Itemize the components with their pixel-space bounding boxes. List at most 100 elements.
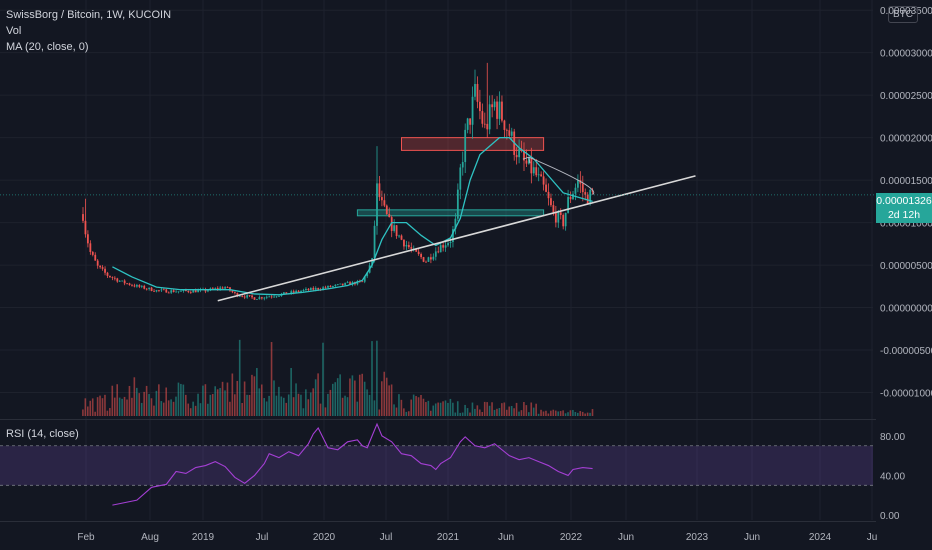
candle-body bbox=[403, 239, 405, 247]
candle bbox=[486, 62, 489, 138]
ma-legend[interactable]: MA (20, close, 0) bbox=[6, 41, 89, 53]
candle-body bbox=[559, 212, 562, 215]
volume-bar bbox=[444, 400, 447, 416]
candle bbox=[503, 119, 506, 138]
rsi-band-fill bbox=[0, 445, 873, 486]
candle bbox=[376, 146, 378, 235]
candle-body bbox=[398, 235, 400, 237]
candle-body bbox=[329, 285, 332, 287]
candle bbox=[501, 95, 503, 123]
candle-body bbox=[170, 290, 173, 293]
volume-bar bbox=[238, 339, 241, 416]
volume-bar bbox=[290, 367, 292, 416]
candle-body bbox=[464, 129, 467, 163]
volume-bar bbox=[390, 384, 393, 416]
candle-body bbox=[256, 299, 258, 300]
candle bbox=[84, 198, 87, 238]
candle bbox=[483, 112, 486, 129]
volume-legend[interactable]: Vol bbox=[6, 25, 22, 37]
candle-body bbox=[493, 101, 496, 108]
candle bbox=[278, 295, 280, 297]
volume-bar bbox=[87, 406, 89, 416]
candle bbox=[101, 265, 104, 271]
candle bbox=[143, 284, 146, 290]
volume-bar bbox=[221, 381, 224, 416]
candle-body bbox=[155, 290, 158, 292]
candle bbox=[449, 237, 452, 248]
candle bbox=[464, 123, 467, 174]
candle bbox=[405, 240, 408, 251]
volume-bar bbox=[136, 387, 138, 416]
candle bbox=[275, 296, 278, 298]
candle bbox=[554, 205, 557, 228]
candle-body bbox=[229, 287, 231, 291]
candle bbox=[562, 213, 565, 230]
volume-bar bbox=[219, 388, 221, 416]
volume-bar bbox=[314, 379, 317, 416]
candle-body bbox=[562, 214, 565, 227]
candle bbox=[434, 247, 437, 261]
candle-body bbox=[197, 290, 200, 293]
candle bbox=[145, 288, 148, 291]
volume-bar bbox=[89, 400, 92, 416]
candle-body bbox=[486, 123, 489, 130]
candle-body bbox=[501, 101, 503, 121]
candle bbox=[581, 175, 584, 202]
candle bbox=[226, 286, 229, 288]
candle-body bbox=[145, 288, 148, 290]
candle-body bbox=[187, 291, 190, 293]
volume-bar bbox=[123, 396, 126, 416]
volume-bar bbox=[366, 389, 368, 416]
volume-bar bbox=[332, 383, 334, 416]
currency-badge[interactable]: BTC bbox=[888, 6, 918, 23]
volume-bar bbox=[300, 394, 302, 416]
volume-bar bbox=[552, 409, 555, 416]
volume-bar bbox=[180, 383, 182, 416]
volume-bar bbox=[287, 394, 290, 416]
volume-bar bbox=[449, 398, 452, 416]
chart-title[interactable]: SwissBorg / Bitcoin, 1W, KUCOIN bbox=[6, 9, 172, 21]
candle-body bbox=[111, 277, 114, 278]
candle-body bbox=[270, 296, 273, 298]
candle-body bbox=[339, 283, 342, 285]
volume-bar bbox=[204, 384, 207, 416]
candle-body bbox=[104, 268, 106, 273]
last-price-value: 0.00001326 bbox=[876, 195, 932, 207]
candle bbox=[246, 293, 249, 299]
candle-body bbox=[96, 260, 99, 266]
volume-bar bbox=[118, 397, 121, 416]
volume-bar bbox=[393, 404, 395, 416]
volume-bar bbox=[427, 400, 430, 416]
candle-body bbox=[140, 285, 143, 287]
candle-body bbox=[459, 167, 462, 190]
candle bbox=[488, 95, 491, 135]
candle bbox=[153, 289, 155, 292]
candle bbox=[545, 178, 547, 193]
candle-body bbox=[390, 217, 393, 231]
volume-bar bbox=[263, 398, 265, 416]
candle bbox=[574, 183, 577, 201]
volume-bar bbox=[84, 398, 87, 416]
candle bbox=[253, 297, 256, 300]
candle bbox=[383, 193, 386, 208]
candle-body bbox=[322, 287, 324, 290]
volume-bar bbox=[498, 407, 501, 416]
candle bbox=[513, 128, 516, 161]
candle bbox=[550, 193, 552, 207]
candle bbox=[479, 89, 481, 120]
price-tick-label: 0.00003500 bbox=[880, 6, 932, 17]
candle-body bbox=[317, 288, 320, 290]
volume-bar bbox=[403, 408, 405, 416]
candle-body bbox=[106, 272, 109, 276]
volume-bar bbox=[153, 405, 155, 416]
volume-bar bbox=[351, 375, 354, 416]
candle-body bbox=[148, 287, 151, 290]
candle-body bbox=[420, 254, 422, 258]
volume-bar bbox=[82, 409, 84, 416]
candle-body bbox=[483, 123, 486, 125]
candle-body bbox=[481, 111, 484, 124]
candle bbox=[471, 86, 474, 139]
rsi-legend[interactable]: RSI (14, close) bbox=[6, 428, 79, 440]
rsi-tick-label: 0.00 bbox=[880, 511, 900, 522]
